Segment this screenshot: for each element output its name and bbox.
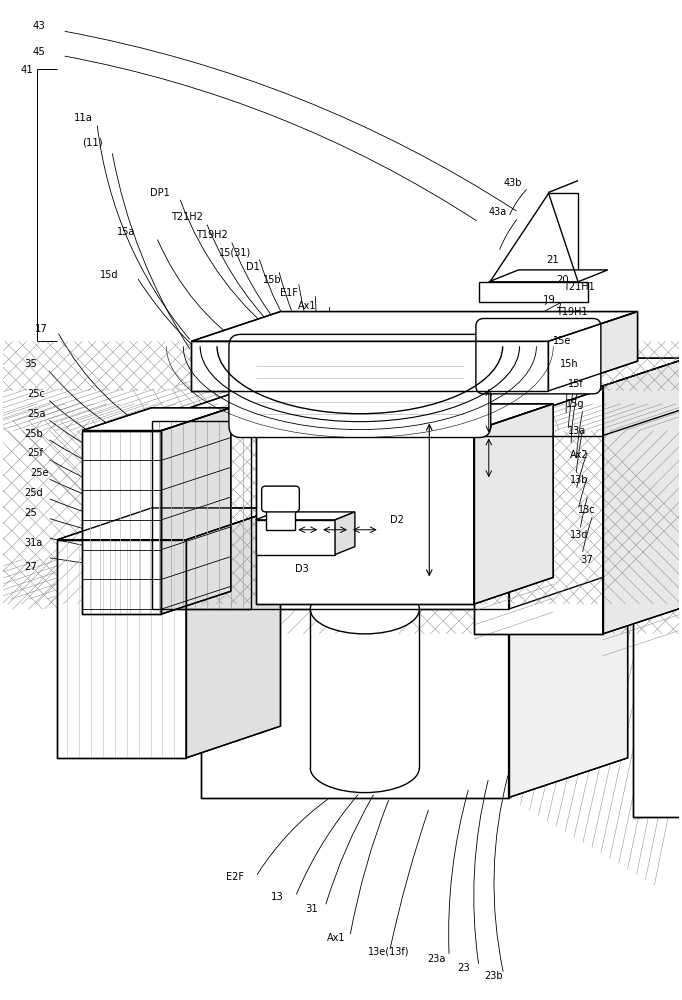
- Bar: [57, 540, 186, 758]
- Text: 25c: 25c: [27, 389, 46, 399]
- Polygon shape: [256, 431, 474, 604]
- Text: T21H2: T21H2: [171, 212, 203, 222]
- Text: 15h: 15h: [560, 359, 579, 369]
- Text: 13: 13: [271, 892, 283, 902]
- Text: Ax2: Ax2: [570, 450, 589, 460]
- Text: 15d: 15d: [100, 270, 119, 280]
- Ellipse shape: [310, 584, 419, 634]
- Polygon shape: [186, 508, 280, 758]
- Text: 35: 35: [25, 359, 38, 369]
- Text: D1: D1: [246, 262, 260, 272]
- Polygon shape: [509, 389, 603, 609]
- Polygon shape: [201, 599, 509, 798]
- Text: 25e: 25e: [31, 468, 49, 478]
- Text: 41: 41: [20, 65, 33, 75]
- Polygon shape: [509, 560, 627, 798]
- FancyBboxPatch shape: [229, 334, 491, 438]
- Text: D2: D2: [389, 515, 404, 525]
- Polygon shape: [335, 512, 355, 555]
- FancyBboxPatch shape: [476, 318, 601, 394]
- Polygon shape: [256, 404, 553, 431]
- Bar: [151, 421, 251, 609]
- Text: 31: 31: [306, 904, 318, 914]
- Bar: [82, 431, 162, 614]
- Polygon shape: [474, 386, 603, 634]
- Text: 25d: 25d: [25, 488, 43, 498]
- Polygon shape: [603, 358, 682, 634]
- Bar: [265, 505, 295, 530]
- Polygon shape: [82, 408, 231, 431]
- Bar: [191, 341, 548, 391]
- Text: 25a: 25a: [27, 409, 46, 419]
- Text: 15e: 15e: [553, 336, 572, 346]
- FancyBboxPatch shape: [262, 486, 299, 512]
- Text: 15f: 15f: [568, 379, 584, 389]
- Text: 45: 45: [33, 47, 46, 57]
- Polygon shape: [57, 508, 280, 540]
- Bar: [201, 599, 509, 798]
- Text: T19H1: T19H1: [557, 307, 588, 317]
- Text: T19H2: T19H2: [196, 230, 228, 240]
- Text: 21: 21: [546, 255, 559, 265]
- Text: 37: 37: [580, 555, 593, 565]
- Bar: [256, 520, 335, 555]
- Text: 13a: 13a: [568, 426, 587, 436]
- Text: 15g: 15g: [566, 399, 584, 409]
- Text: 19: 19: [544, 295, 557, 305]
- Polygon shape: [489, 270, 608, 282]
- Text: 15b: 15b: [263, 275, 281, 285]
- Text: DP1: DP1: [149, 188, 169, 198]
- Text: 13c: 13c: [578, 505, 595, 515]
- Polygon shape: [162, 408, 231, 614]
- Text: (11): (11): [82, 138, 103, 148]
- Text: 11a: 11a: [74, 113, 93, 123]
- Text: 31a: 31a: [25, 538, 43, 548]
- Text: 15(31): 15(31): [219, 247, 251, 257]
- Bar: [633, 560, 682, 817]
- Text: 17: 17: [35, 324, 47, 334]
- Text: 13b: 13b: [570, 475, 589, 485]
- Polygon shape: [548, 312, 638, 391]
- Text: 15a: 15a: [117, 227, 135, 237]
- Text: 43: 43: [33, 21, 45, 31]
- Text: D3: D3: [295, 564, 309, 574]
- Text: 23a: 23a: [428, 954, 445, 964]
- Text: Ax1: Ax1: [327, 933, 346, 943]
- Text: 25f: 25f: [27, 448, 44, 458]
- Polygon shape: [57, 540, 186, 758]
- Text: 27: 27: [25, 562, 38, 572]
- Text: 25: 25: [25, 508, 38, 518]
- Polygon shape: [82, 431, 162, 614]
- Text: T21H1: T21H1: [563, 282, 595, 292]
- Polygon shape: [151, 389, 603, 421]
- Text: E1F: E1F: [280, 288, 298, 298]
- Polygon shape: [474, 404, 553, 604]
- Polygon shape: [151, 421, 509, 609]
- Bar: [633, 560, 682, 817]
- Text: 23: 23: [457, 963, 470, 973]
- Text: 23b: 23b: [484, 971, 503, 981]
- Polygon shape: [256, 512, 355, 520]
- Polygon shape: [489, 193, 578, 282]
- Bar: [191, 341, 548, 391]
- Text: 25b: 25b: [25, 429, 44, 439]
- Bar: [479, 282, 588, 302]
- Polygon shape: [474, 358, 682, 386]
- Polygon shape: [191, 312, 638, 341]
- Polygon shape: [633, 550, 682, 560]
- Polygon shape: [201, 560, 627, 599]
- Text: Ax1: Ax1: [298, 301, 317, 311]
- Text: 43b: 43b: [504, 178, 522, 188]
- Text: 13d: 13d: [570, 530, 589, 540]
- Text: E2F: E2F: [226, 872, 244, 882]
- Text: 43a: 43a: [489, 207, 507, 217]
- Text: 13e(13f): 13e(13f): [368, 946, 409, 956]
- Text: 20: 20: [557, 275, 569, 285]
